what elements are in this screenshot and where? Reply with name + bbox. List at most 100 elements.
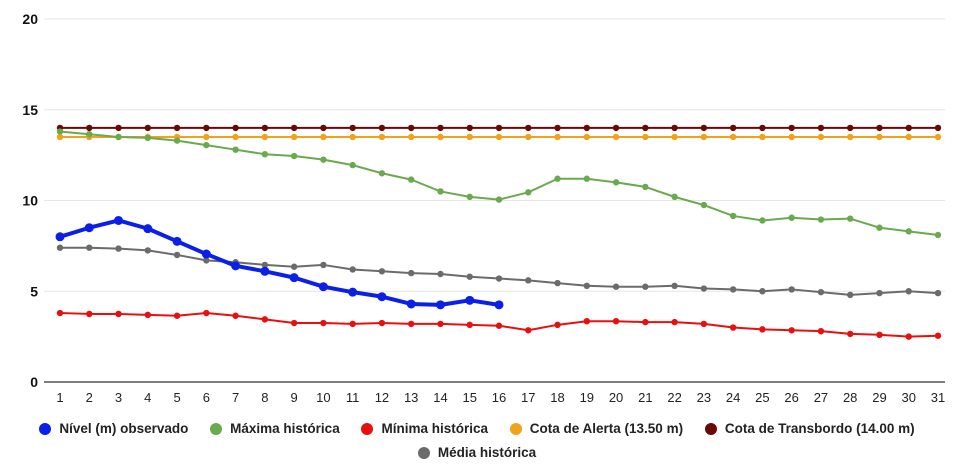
point-4-25[interactable]: [759, 124, 766, 132]
point-3-11[interactable]: [349, 133, 356, 141]
point-5-5[interactable]: [173, 251, 181, 259]
legend-item-maxima[interactable]: Máxima histórica: [210, 418, 340, 440]
point-4-5[interactable]: [173, 124, 181, 132]
point-3-25[interactable]: [759, 133, 766, 141]
point-1-20[interactable]: [612, 179, 620, 186]
point-4-4[interactable]: [144, 124, 151, 132]
point-3-6[interactable]: [203, 133, 210, 141]
point-2-4[interactable]: [144, 311, 151, 319]
point-5-24[interactable]: [729, 286, 737, 293]
point-2-29[interactable]: [876, 331, 883, 339]
point-5-9[interactable]: [290, 263, 298, 270]
point-1-19[interactable]: [583, 175, 590, 182]
point-4-17[interactable]: [525, 124, 532, 132]
point-1-24[interactable]: [729, 212, 737, 220]
point-3-10[interactable]: [320, 133, 327, 141]
point-5-4[interactable]: [144, 247, 151, 254]
point-1-26[interactable]: [788, 214, 795, 221]
point-1-31[interactable]: [934, 231, 942, 239]
point-3-14[interactable]: [437, 133, 444, 141]
point-3-16[interactable]: [495, 133, 503, 141]
point-5-28[interactable]: [847, 291, 854, 299]
point-2-22[interactable]: [671, 318, 678, 326]
point-1-11[interactable]: [349, 161, 356, 169]
point-2-24[interactable]: [729, 324, 737, 331]
point-5-3[interactable]: [115, 245, 122, 252]
point-2-14[interactable]: [437, 320, 444, 328]
point-2-3[interactable]: [115, 310, 122, 318]
point-3-21[interactable]: [642, 133, 649, 141]
point-3-20[interactable]: [612, 133, 620, 141]
point-2-10[interactable]: [320, 319, 327, 327]
point-2-1[interactable]: [56, 309, 64, 317]
point-2-17[interactable]: [525, 327, 532, 334]
point-2-25[interactable]: [759, 326, 766, 333]
point-4-31[interactable]: [934, 124, 942, 132]
legend-item-transbordo[interactable]: Cota de Transbordo (14.00 m): [704, 418, 915, 440]
point-2-31[interactable]: [934, 332, 942, 339]
point-1-9[interactable]: [290, 152, 298, 160]
point-2-15[interactable]: [466, 321, 473, 329]
point-2-13[interactable]: [408, 320, 415, 328]
point-4-20[interactable]: [612, 124, 620, 132]
point-2-2[interactable]: [86, 310, 93, 318]
point-0-9[interactable]: [289, 273, 299, 283]
point-5-21[interactable]: [642, 283, 649, 290]
point-0-10[interactable]: [318, 282, 328, 292]
point-5-29[interactable]: [876, 289, 883, 297]
point-4-26[interactable]: [788, 124, 795, 132]
point-4-29[interactable]: [876, 124, 883, 132]
point-4-13[interactable]: [408, 124, 415, 132]
point-2-8[interactable]: [261, 316, 269, 323]
point-4-11[interactable]: [349, 124, 356, 132]
point-5-17[interactable]: [525, 277, 532, 284]
point-2-9[interactable]: [290, 319, 298, 327]
point-3-31[interactable]: [934, 133, 942, 141]
point-2-20[interactable]: [612, 317, 620, 325]
legend-item-minima[interactable]: Mínima histórica: [361, 418, 488, 440]
point-3-23[interactable]: [700, 133, 708, 141]
point-0-4[interactable]: [143, 224, 153, 234]
point-1-17[interactable]: [525, 189, 532, 196]
legend-item-media[interactable]: Média histórica: [417, 442, 536, 464]
point-0-15[interactable]: [465, 295, 475, 305]
point-5-22[interactable]: [671, 282, 678, 290]
point-5-15[interactable]: [466, 273, 473, 280]
point-1-25[interactable]: [759, 217, 766, 224]
point-1-21[interactable]: [642, 183, 649, 191]
point-2-5[interactable]: [173, 312, 181, 319]
point-0-7[interactable]: [231, 261, 241, 271]
point-3-1[interactable]: [56, 133, 64, 141]
point-0-1[interactable]: [55, 232, 65, 242]
point-0-2[interactable]: [84, 223, 94, 233]
point-5-25[interactable]: [759, 288, 766, 295]
point-4-8[interactable]: [261, 124, 269, 132]
point-3-15[interactable]: [466, 133, 473, 141]
point-5-18[interactable]: [554, 279, 561, 287]
point-4-10[interactable]: [320, 124, 327, 132]
point-5-6[interactable]: [203, 257, 210, 264]
point-1-14[interactable]: [437, 188, 444, 195]
point-0-13[interactable]: [406, 299, 416, 309]
point-2-7[interactable]: [232, 312, 239, 319]
point-2-30[interactable]: [905, 333, 912, 340]
point-2-12[interactable]: [378, 319, 386, 327]
point-2-21[interactable]: [642, 318, 649, 326]
point-2-28[interactable]: [847, 330, 854, 338]
point-3-17[interactable]: [525, 133, 532, 141]
point-2-23[interactable]: [700, 320, 708, 328]
point-1-12[interactable]: [378, 170, 386, 177]
point-3-28[interactable]: [847, 133, 854, 141]
point-1-7[interactable]: [232, 146, 239, 153]
point-5-31[interactable]: [934, 289, 942, 297]
point-0-16[interactable]: [494, 300, 504, 310]
point-4-24[interactable]: [729, 124, 737, 132]
point-5-19[interactable]: [583, 282, 590, 290]
point-3-12[interactable]: [378, 133, 386, 141]
point-5-8[interactable]: [261, 261, 269, 269]
point-1-4[interactable]: [144, 134, 151, 142]
point-1-22[interactable]: [671, 193, 678, 201]
point-1-29[interactable]: [876, 224, 883, 231]
point-1-6[interactable]: [203, 141, 210, 149]
point-5-30[interactable]: [905, 288, 912, 295]
